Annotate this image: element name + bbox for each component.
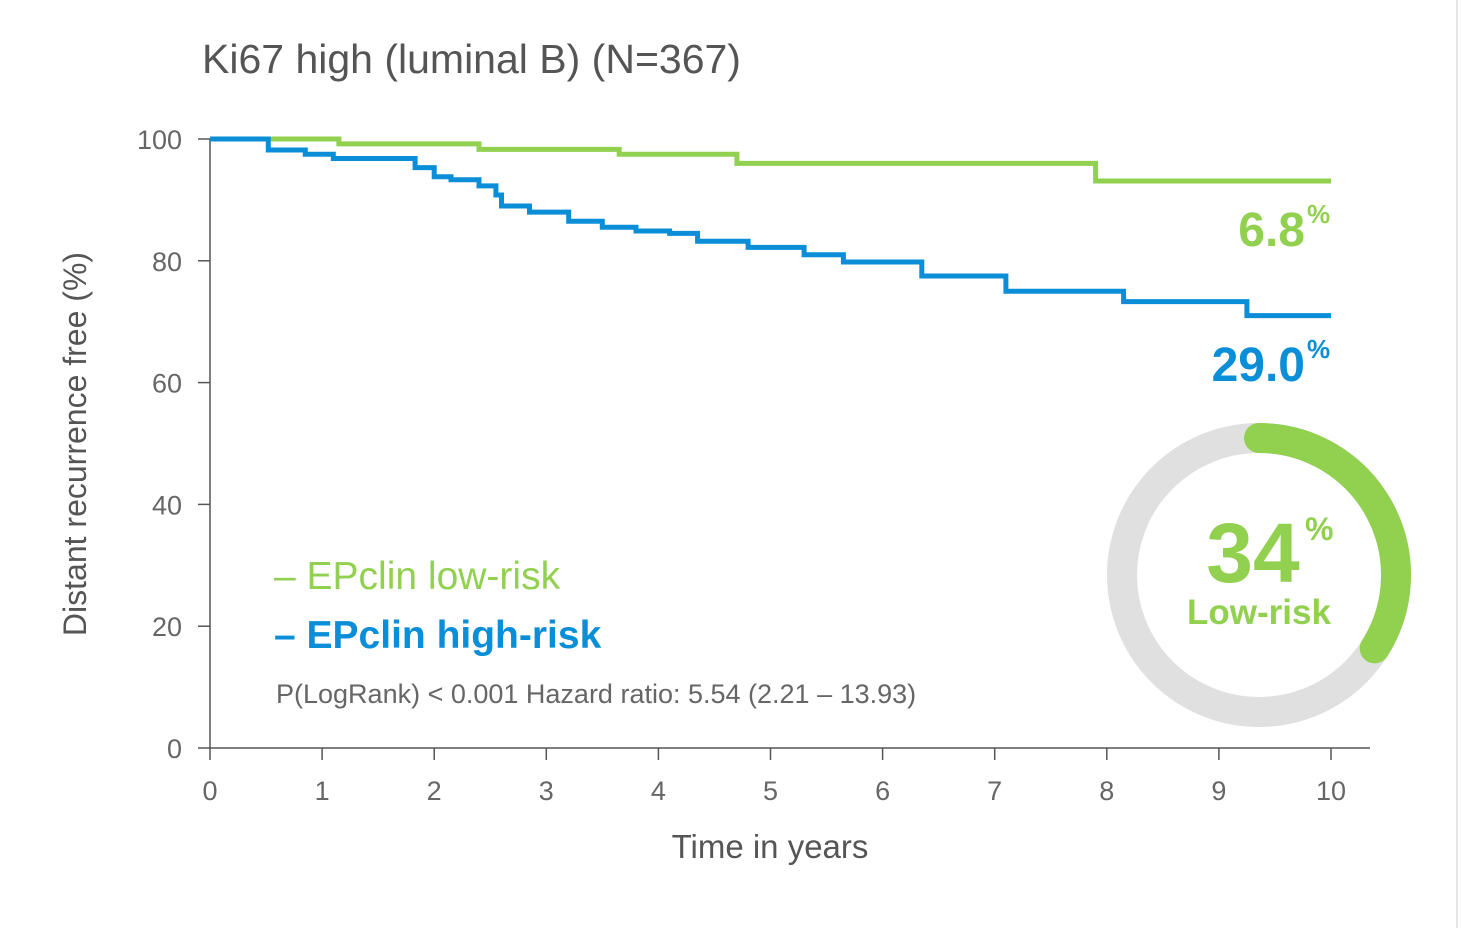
end-label-high-risk-sup: % <box>1307 334 1330 364</box>
x-tick-label-6: 6 <box>875 776 890 806</box>
donut-gauge: 34 % Low-risk <box>1107 423 1412 727</box>
x-tick-label-3: 3 <box>539 776 554 806</box>
y-tick-group: 0 20 40 60 80 100 <box>137 125 210 764</box>
end-label-high-risk: 29.0 <box>1212 339 1305 392</box>
donut-label: Low-risk <box>1187 593 1331 632</box>
series-line-high-risk <box>210 136 1331 319</box>
x-tick-label-4: 4 <box>651 776 666 806</box>
legend-item-high-risk: – EPclin high-risk <box>274 614 602 657</box>
donut-value: 34 <box>1206 506 1300 600</box>
end-label-low-risk-number: 6.8 <box>1238 204 1305 257</box>
end-label-low-risk-sup: % <box>1307 199 1330 229</box>
x-tick-label-2: 2 <box>427 776 442 806</box>
y-axis-label: Distant recurrence free (%) <box>57 252 93 636</box>
y-tick-label-3: 60 <box>152 369 182 399</box>
x-axis-label: Time in years <box>672 828 869 865</box>
stats-annotation: P(LogRank) < 0.001 Hazard ratio: 5.54 (2… <box>276 679 916 709</box>
y-tick-label-2: 40 <box>152 490 182 520</box>
donut-value-arc <box>1244 423 1412 664</box>
end-label-low-risk: 6.8 <box>1238 204 1305 257</box>
series-layer <box>210 136 1331 319</box>
y-tick-label-4: 80 <box>152 247 182 277</box>
x-tick-label-0: 0 <box>202 776 217 806</box>
y-axis: 0 20 40 60 80 100 <box>137 125 211 764</box>
x-tick-label-9: 9 <box>1211 776 1226 806</box>
x-tick-group: 0 1 2 3 4 5 6 7 8 9 10 <box>202 748 1346 806</box>
y-tick-label-5: 100 <box>137 125 182 155</box>
x-tick-label-7: 7 <box>987 776 1002 806</box>
x-tick-label-1: 1 <box>315 776 330 806</box>
x-tick-label-10: 10 <box>1316 776 1346 806</box>
x-axis: 0 1 2 3 4 5 6 7 8 9 10 <box>202 747 1370 806</box>
y-tick-label-1: 20 <box>152 612 182 642</box>
end-label-high-risk-number: 29.0 <box>1212 339 1305 392</box>
legend-item-low-risk: – EPclin low-risk <box>274 555 561 598</box>
series-line-low-risk <box>210 136 1331 184</box>
x-tick-label-8: 8 <box>1099 776 1114 806</box>
x-tick-label-5: 5 <box>763 776 778 806</box>
donut-value-sup: % <box>1305 511 1333 547</box>
right-edge-divider <box>1456 0 1458 928</box>
y-tick-label-0: 0 <box>167 734 182 764</box>
chart-title: Ki67 high (luminal B) (N=367) <box>202 36 741 82</box>
legend: – EPclin low-risk – EPclin high-risk <box>274 555 602 657</box>
